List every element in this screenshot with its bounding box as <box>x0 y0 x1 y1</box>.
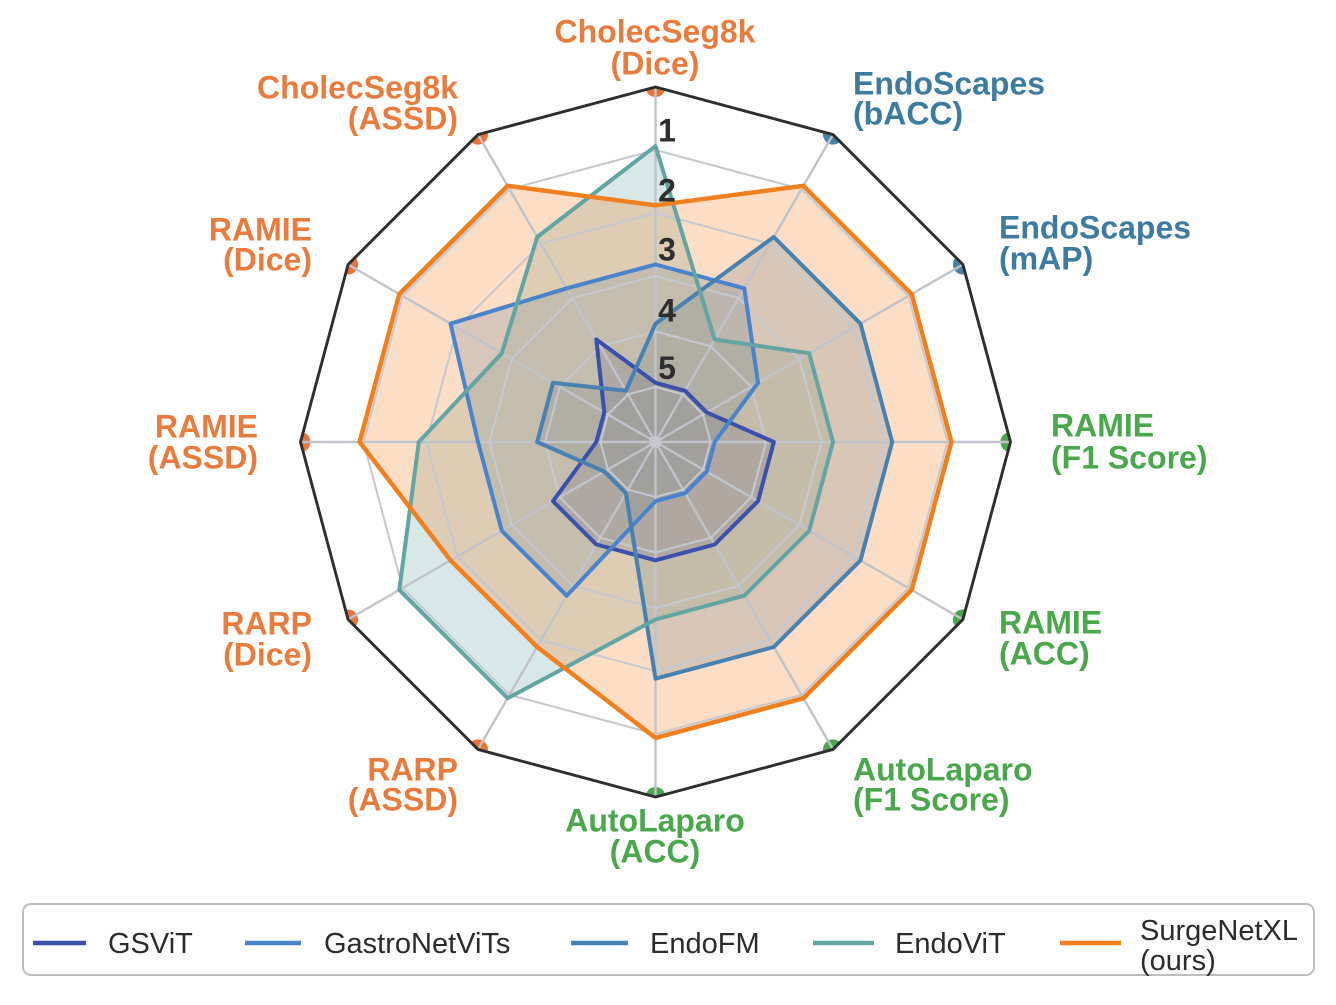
svg-text:RAMIE: RAMIE <box>999 605 1102 641</box>
svg-text:EndoScapes: EndoScapes <box>853 66 1045 102</box>
svg-text:(bACC): (bACC) <box>853 96 963 132</box>
svg-text:1: 1 <box>658 113 676 149</box>
svg-text:2: 2 <box>658 173 676 209</box>
svg-text:EndoViT: EndoViT <box>895 928 1006 960</box>
svg-text:AutoLaparo: AutoLaparo <box>565 803 745 839</box>
svg-text:(Dice): (Dice) <box>223 637 312 673</box>
svg-text:(Dice): (Dice) <box>223 242 312 278</box>
svg-text:RAMIE: RAMIE <box>155 409 258 445</box>
svg-text:(ACC): (ACC) <box>999 636 1090 672</box>
svg-text:(ASSD): (ASSD) <box>348 101 458 137</box>
svg-text:AutoLaparo: AutoLaparo <box>853 752 1033 788</box>
svg-text:(ASSD): (ASSD) <box>348 782 458 818</box>
svg-text:(ours): (ours) <box>1140 945 1216 977</box>
svg-text:(F1 Score): (F1 Score) <box>853 782 1009 818</box>
svg-text:EndoFM: EndoFM <box>650 928 760 960</box>
svg-text:SurgeNetXL: SurgeNetXL <box>1140 915 1298 947</box>
svg-text:(Dice): (Dice) <box>611 46 700 82</box>
svg-text:CholecSeg8k: CholecSeg8k <box>555 14 756 50</box>
svg-text:(mAP): (mAP) <box>999 241 1093 277</box>
svg-text:RAMIE: RAMIE <box>1051 408 1154 444</box>
svg-text:5: 5 <box>658 350 676 386</box>
svg-text:3: 3 <box>658 232 676 268</box>
svg-text:RAMIE: RAMIE <box>209 212 312 248</box>
svg-text:RARP: RARP <box>221 606 312 642</box>
svg-text:(F1 Score): (F1 Score) <box>1051 440 1207 476</box>
svg-text:GSViT: GSViT <box>108 928 193 960</box>
svg-text:4: 4 <box>658 293 676 329</box>
svg-text:(ASSD): (ASSD) <box>148 440 258 476</box>
svg-text:CholecSeg8k: CholecSeg8k <box>257 70 458 106</box>
svg-text:GastroNetViTs: GastroNetViTs <box>324 928 510 960</box>
svg-text:RARP: RARP <box>367 752 458 788</box>
svg-text:(ACC): (ACC) <box>610 834 701 870</box>
svg-text:EndoScapes: EndoScapes <box>999 210 1191 246</box>
